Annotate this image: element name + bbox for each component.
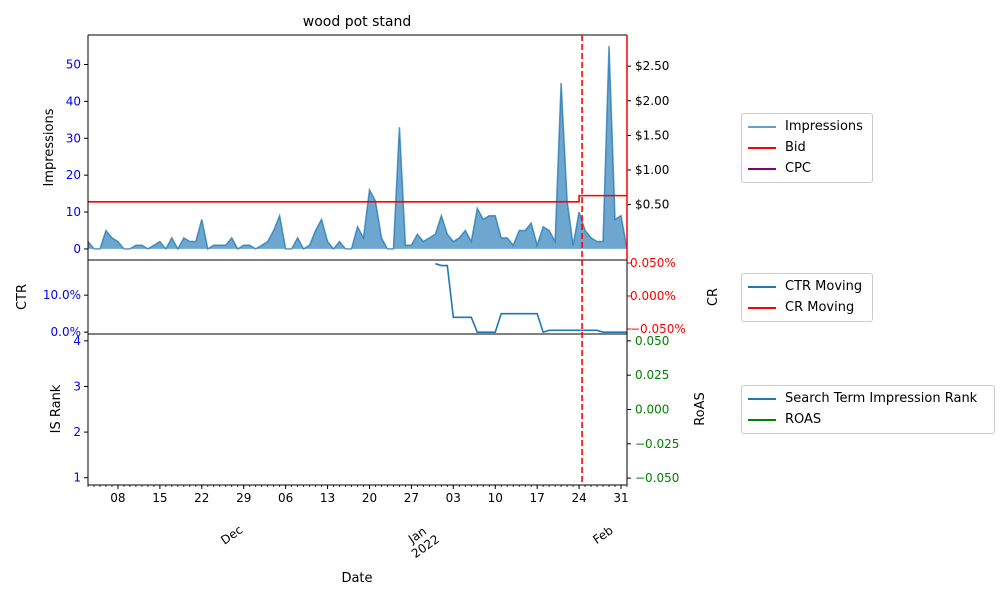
x-tick-label: 22 — [194, 491, 209, 505]
legend-label-cpc: CPC — [785, 161, 811, 176]
x-tick-label: 20 — [362, 491, 377, 505]
bot-y-tick-label: 3 — [73, 379, 81, 393]
x-tick-label: 27 — [404, 491, 419, 505]
x-month-label-line: Feb — [590, 523, 615, 547]
legend-item-bid: Bid — [748, 137, 866, 158]
legend-item-is-rank: Search Term Impression Rank — [748, 388, 988, 409]
legend-item-cr-moving: CR Moving — [748, 297, 866, 318]
top-y-tick-label: 40 — [66, 94, 81, 108]
legend-item-cpc: CPC — [748, 158, 866, 179]
x-tick-label: 29 — [236, 491, 251, 505]
bot-y-axis-label: IS Rank — [49, 384, 64, 433]
chart-title: wood pot stand — [303, 14, 411, 30]
x-tick-label: 15 — [152, 491, 167, 505]
bot-right-tick-label: 0.000 — [635, 403, 669, 417]
top-y-tick-label: 10 — [66, 205, 81, 219]
top-right-tick-label: $0.50 — [635, 198, 669, 212]
mid-y-tick-label: 10.0% — [43, 288, 81, 302]
x-tick-label: 06 — [278, 491, 293, 505]
x-tick-label: 24 — [571, 491, 586, 505]
bot-y-tick-label: 2 — [73, 425, 81, 439]
x-tick-label: 03 — [446, 491, 461, 505]
legend-swatch-cpc — [748, 167, 776, 170]
impressions-line — [87, 46, 628, 251]
impressions-area — [88, 46, 627, 249]
top-y-tick-label: 0 — [73, 242, 81, 256]
bot-right-axis-label: RoAS — [693, 392, 708, 426]
legend-top: Impressions Bid CPC — [741, 113, 873, 183]
mid-right-tick-label: −0.050% — [630, 322, 686, 336]
mid-right-tick-label: 0.000% — [630, 289, 676, 303]
legend-label-cr-moving: CR Moving — [785, 300, 855, 315]
bot-y-tick-label: 1 — [73, 471, 81, 485]
bottom-panel: 1 2 3 4 −0.050 −0.025 0.000 0.025 0.050 IS Rank Ro… — [49, 334, 708, 485]
x-tick-label: 17 — [530, 491, 545, 505]
x-axis: 08 15 22 29 06 13 20 27 03 10 17 24 31 Dec Jan2022 Feb — [87, 34, 629, 561]
x-tick-label: 08 — [110, 491, 125, 505]
x-axis-label: Date — [341, 571, 372, 586]
legend-swatch-roas — [748, 418, 776, 421]
legend-swatch-impressions — [748, 125, 776, 128]
bot-right-tick-label: 0.050 — [635, 334, 669, 348]
top-panel: 0 10 20 30 40 50 $0.50 $1.00 $1.50 $2.00 $2.50 Impr… — [42, 46, 669, 256]
mid-right-tick-label: 0.050% — [630, 256, 676, 270]
legend-swatch-is-rank — [748, 397, 776, 400]
x-month-label-line: Dec — [218, 523, 245, 548]
legend-label-bid: Bid — [785, 140, 806, 155]
bid-line — [88, 194, 627, 203]
ctr-moving-line — [435, 262, 627, 334]
mid-right-axis-label: CR — [706, 288, 721, 306]
top-right-tick-label: $2.50 — [635, 59, 669, 73]
bot-y-tick-label: 4 — [73, 334, 81, 348]
legend-swatch-bid — [748, 146, 776, 149]
top-right-tick-label: $1.00 — [635, 163, 669, 177]
legend-item-ctr-moving: CTR Moving — [748, 276, 866, 297]
x-month-label: Dec — [218, 523, 245, 548]
bot-right-tick-label: 0.025 — [635, 368, 669, 382]
x-tick-label: 13 — [320, 491, 335, 505]
top-right-tick-label: $2.00 — [635, 94, 669, 108]
x-tick-label: 31 — [613, 491, 628, 505]
x-tick-label: 10 — [488, 491, 503, 505]
top-y-tick-label: 30 — [66, 131, 81, 145]
legend-bottom: Search Term Impression Rank ROAS — [741, 385, 995, 434]
bot-right-tick-label: −0.025 — [635, 437, 679, 451]
bot-right-tick-label: −0.050 — [635, 471, 679, 485]
legend-label-is-rank: Search Term Impression Rank — [785, 391, 978, 406]
x-month-label: Feb — [590, 523, 615, 547]
legend-swatch-ctr-moving — [748, 285, 776, 288]
legend-label-roas: ROAS — [785, 412, 822, 427]
legend-swatch-cr-moving — [748, 306, 776, 309]
top-y-axis-label: Impressions — [42, 108, 57, 186]
top-right-tick-label: $1.50 — [635, 128, 669, 142]
legend-label-impressions: Impressions — [785, 119, 863, 134]
mid-y-axis-label: CTR — [15, 284, 30, 310]
top-y-tick-label: 20 — [66, 168, 81, 182]
x-month-label: Jan2022 — [401, 521, 442, 561]
top-y-tick-label: 50 — [66, 58, 81, 72]
legend-label-ctr-moving: CTR Moving — [785, 279, 863, 294]
mid-y-tick-label: 0.0% — [51, 325, 82, 339]
legend-item-roas: ROAS — [748, 409, 988, 430]
legend-middle: CTR Moving CR Moving — [741, 273, 873, 322]
middle-panel: 0.0% 10.0% −0.050% 0.000% 0.050% CTR CR — [15, 256, 721, 339]
legend-item-impressions: Impressions — [748, 116, 866, 137]
